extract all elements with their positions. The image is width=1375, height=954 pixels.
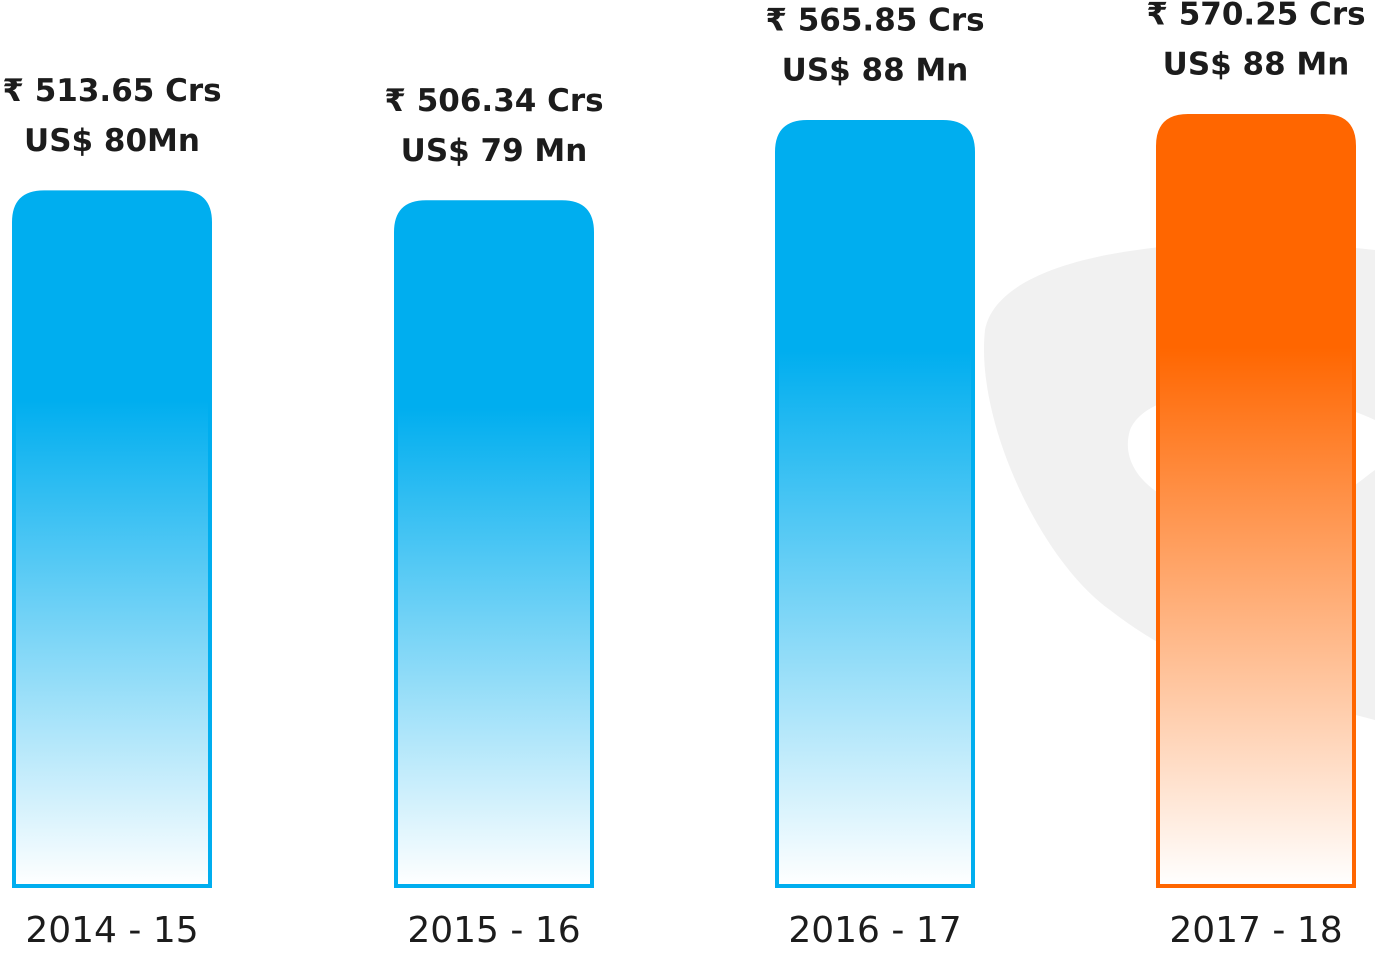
value-label: ₹ 565.85 Crs [765, 2, 984, 38]
value-label: ₹ 570.25 Crs [1146, 0, 1365, 33]
value-label: ₹ 506.34 Crs [384, 83, 603, 119]
x-tick-label: 2014 - 15 [25, 910, 198, 951]
x-tick-label: 2017 - 18 [1169, 910, 1342, 951]
secondary-label: US$ 88 Mn [782, 52, 969, 88]
secondary-label: US$ 80Mn [24, 123, 200, 159]
bar [775, 119, 975, 888]
value-label: ₹ 513.65 Crs [2, 73, 221, 109]
x-tick-label: 2016 - 17 [788, 910, 961, 951]
bar [12, 190, 212, 888]
bar [1156, 114, 1356, 888]
x-tick-label: 2015 - 16 [407, 910, 580, 951]
secondary-label: US$ 79 Mn [401, 133, 588, 169]
secondary-label: US$ 88 Mn [1163, 47, 1350, 83]
bar [394, 200, 594, 888]
